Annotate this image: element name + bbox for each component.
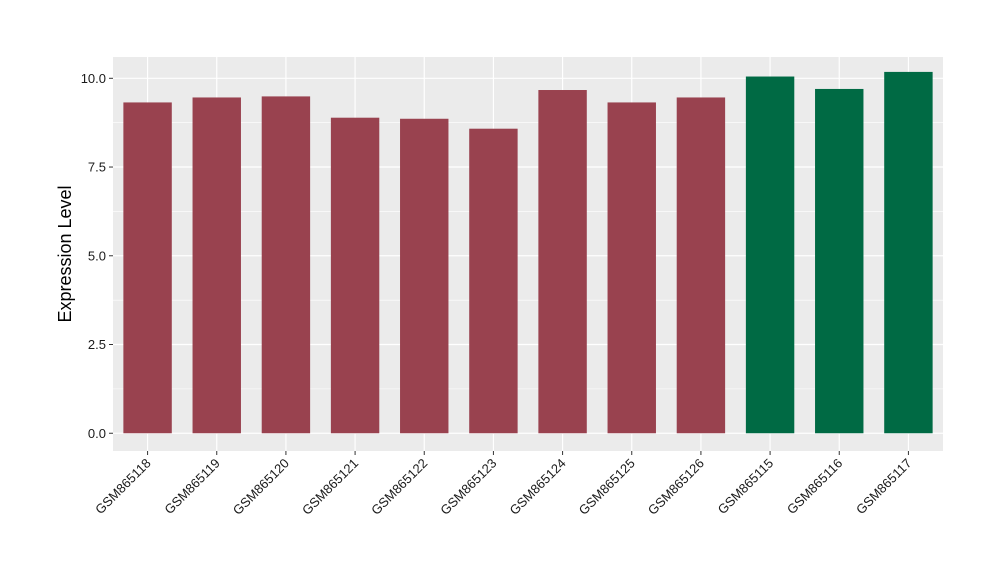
x-tick-label: GSM865116 — [784, 456, 846, 518]
y-tick-label: 7.5 — [88, 160, 106, 175]
x-axis-ticks: GSM865118 GSM865119 GSM865120 GSM865121 GSM8… — [92, 451, 915, 518]
x-tick-label: GSM865121 — [299, 456, 361, 518]
y-tick-label: 5.0 — [88, 248, 106, 263]
y-tick-label: 10.0 — [81, 71, 106, 86]
bar-GSM865116 — [815, 88, 864, 434]
x-tick-label: GSM865115 — [715, 456, 777, 518]
y-tick-label: 0.0 — [88, 426, 106, 441]
x-tick-label: GSM865122 — [368, 456, 430, 518]
bar-GSM865123 — [469, 128, 518, 434]
x-tick-label: GSM865125 — [576, 456, 638, 518]
bar-GSM865121 — [330, 117, 380, 434]
x-tick-label: GSM865119 — [161, 456, 223, 518]
bar-GSM865125 — [607, 102, 656, 434]
bar-GSM865118 — [123, 102, 172, 434]
x-tick-label: GSM865126 — [645, 456, 707, 518]
y-axis-ticks: 0.0 2.5 5.0 7.5 10.0 — [81, 71, 113, 441]
x-tick-label: GSM865117 — [853, 456, 915, 518]
bar-GSM865126 — [676, 97, 726, 434]
bar-GSM865122 — [400, 118, 449, 434]
bar-GSM865117 — [884, 71, 933, 434]
bar-GSM865115 — [745, 76, 795, 434]
bars — [123, 71, 933, 434]
x-tick-label: GSM865123 — [437, 456, 499, 518]
bar-GSM865120 — [261, 96, 311, 434]
x-tick-label: GSM865124 — [506, 456, 568, 518]
minor-gridlines — [113, 122, 943, 390]
x-tick-label: GSM865120 — [230, 456, 292, 518]
y-tick-label: 2.5 — [88, 337, 106, 352]
x-tick-label: GSM865118 — [92, 456, 154, 518]
y-axis-title: Expression Level — [55, 185, 75, 322]
bar-GSM865119 — [192, 97, 241, 434]
bar-GSM865124 — [538, 90, 587, 434]
